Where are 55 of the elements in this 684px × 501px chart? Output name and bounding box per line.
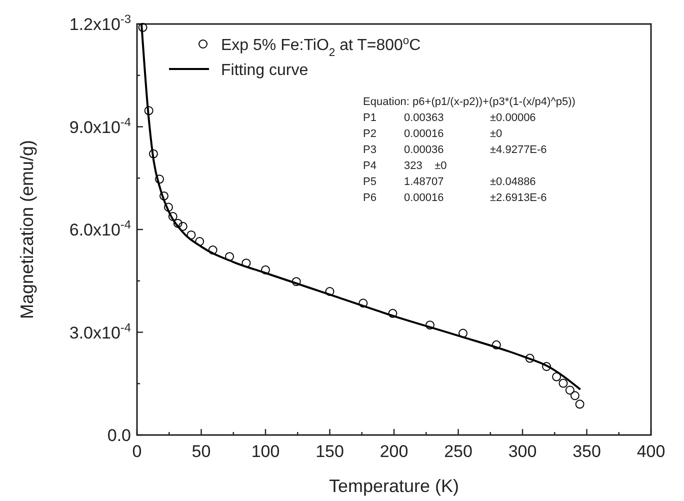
legend-label: Exp 5% Fe:TiO$_{2}$ at T=800$^{o}$C [221,35,421,59]
point [155,174,164,184]
y-tick-label: 1.2x10$^{-3}$ [69,12,132,34]
line-series [140,23,582,390]
point [570,391,580,400]
y-tick-label: 0.0 [107,426,131,445]
point [261,265,270,274]
x-tick-label: 250 [444,442,472,461]
point [542,362,552,371]
point [575,400,584,409]
annotation: Equation: p6+(p1/(x-p2))+(p3*(1-(x/p4)^p5)) [363,96,576,108]
point [525,354,534,363]
point [168,212,178,221]
point [358,298,368,308]
text: P5 1.48707 ±0.04886 [363,176,536,188]
point [164,202,173,212]
legend-label: Fitting curve [221,62,308,79]
text: P4 323 ±0 [363,160,447,172]
x-tick-label: 100 [251,442,280,461]
point [138,22,148,32]
point [173,218,182,228]
x-axis-title: Temperature (K) [328,476,460,496]
text: P6 0.00016 ±2.6913E-6 [363,192,547,204]
point [558,378,568,388]
point [325,287,334,296]
point [565,386,574,395]
x-tick-label: 300 [508,442,537,461]
y-tick-label: 6.0x10$^{-4}$ [69,218,132,240]
text: P1 0.00363 ±0.00006 [363,112,536,124]
x-tick-label: 400 [636,442,666,461]
x-tick-label: 50 [192,442,211,461]
point [552,372,562,382]
x-tick-label: 0 [132,442,142,461]
point [186,230,196,240]
point [159,191,168,200]
y-tick-label: 3.0x10$^{-4}$ [69,320,132,342]
text: P2 0.00016 ±0 [363,128,502,140]
point [242,258,251,268]
point [225,252,234,262]
point [292,277,301,286]
x-tick-label: 350 [572,442,601,461]
point [148,149,158,158]
point [388,308,398,318]
point [208,246,218,255]
point [425,320,434,330]
x-tick-label: 200 [380,442,408,461]
text: P3 0.00036 ±4.9277E-6 [363,144,547,156]
y-axis-title: Magnetization (emu/g) [17,140,37,320]
point [492,340,501,350]
point [178,222,188,231]
point [144,106,154,116]
x-tick-label: 150 [316,442,344,461]
y-tick-label: 9.0x10$^{-4}$ [69,114,132,137]
point [195,237,204,246]
point [458,328,468,338]
